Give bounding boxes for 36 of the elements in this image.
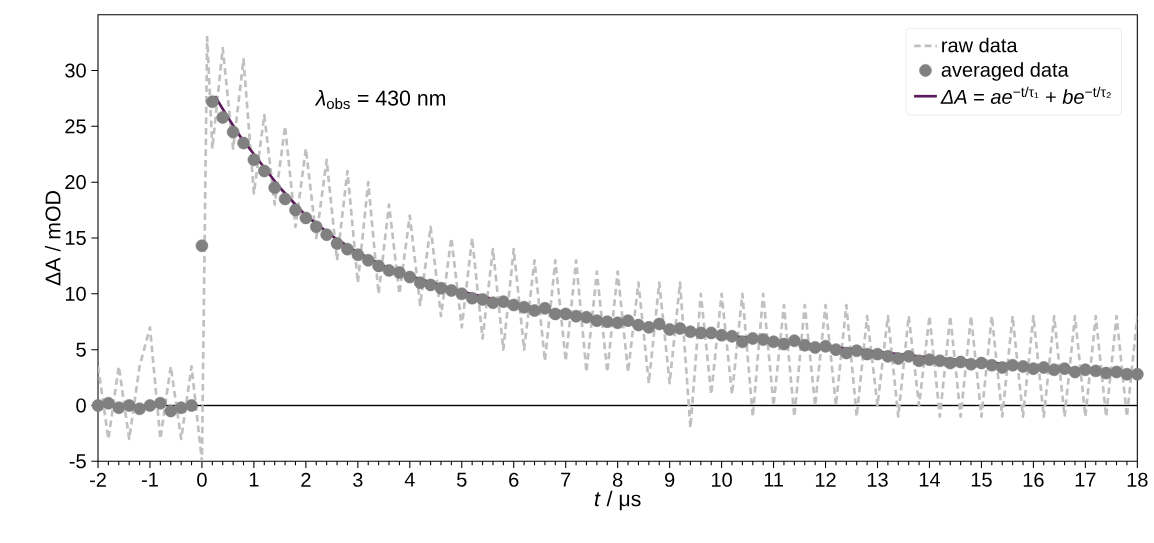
- x-tick-label: 12: [815, 472, 836, 487]
- y-tick-label: 5: [76, 342, 86, 357]
- y-tick-label: -5: [69, 454, 86, 469]
- x-tick-label: 3: [353, 472, 363, 488]
- y-tick-label: 30: [65, 63, 86, 78]
- x-tick-label: 0: [197, 472, 207, 488]
- legend-label: averaged data: [941, 62, 1069, 81]
- x-tick-label: 7: [561, 472, 571, 487]
- x-tick-label: 11: [764, 472, 783, 487]
- y-tick-label: 10: [65, 286, 86, 302]
- y-tick-label: 0: [76, 398, 86, 413]
- x-tick-label: 1: [249, 472, 259, 487]
- x-tick-label: 15: [971, 472, 992, 487]
- x-tick-label: 18: [1127, 472, 1148, 488]
- x-tick-label: 9: [665, 472, 675, 488]
- y-axis-title: ΔA / mOD: [44, 191, 61, 286]
- y-tick-label: 25: [65, 119, 86, 134]
- x-tick-label: -2: [89, 472, 106, 487]
- x-tick-label: 4: [404, 472, 415, 487]
- x-tick-label: 16: [1023, 472, 1044, 488]
- y-tick-label: 15: [65, 231, 86, 246]
- annotation: λ$_{obs}$ = 430 nm: [314, 90, 446, 110]
- x-tick-label: 10: [712, 472, 732, 488]
- legend-label: ΔA = ae$^{−t/τ₁}$ + be$^{−t/τ₂}$: [940, 86, 1111, 105]
- x-tick-label: 5: [457, 472, 467, 487]
- x-tick-label: 8: [612, 472, 623, 488]
- y-tick-label: 20: [65, 175, 86, 190]
- legend-label: raw data: [942, 37, 1018, 53]
- x-tick-label: -1: [141, 472, 158, 487]
- x-tick-label: 2: [301, 472, 311, 487]
- x-tick-label: 13: [867, 472, 888, 488]
- x-tick-label: 14: [919, 472, 940, 487]
- x-tick-label: 6: [509, 472, 519, 488]
- x-tick-label: 17: [1075, 472, 1096, 487]
- x-axis-title: t / μs: [594, 490, 641, 511]
- line-series: [98, 35, 1138, 462]
